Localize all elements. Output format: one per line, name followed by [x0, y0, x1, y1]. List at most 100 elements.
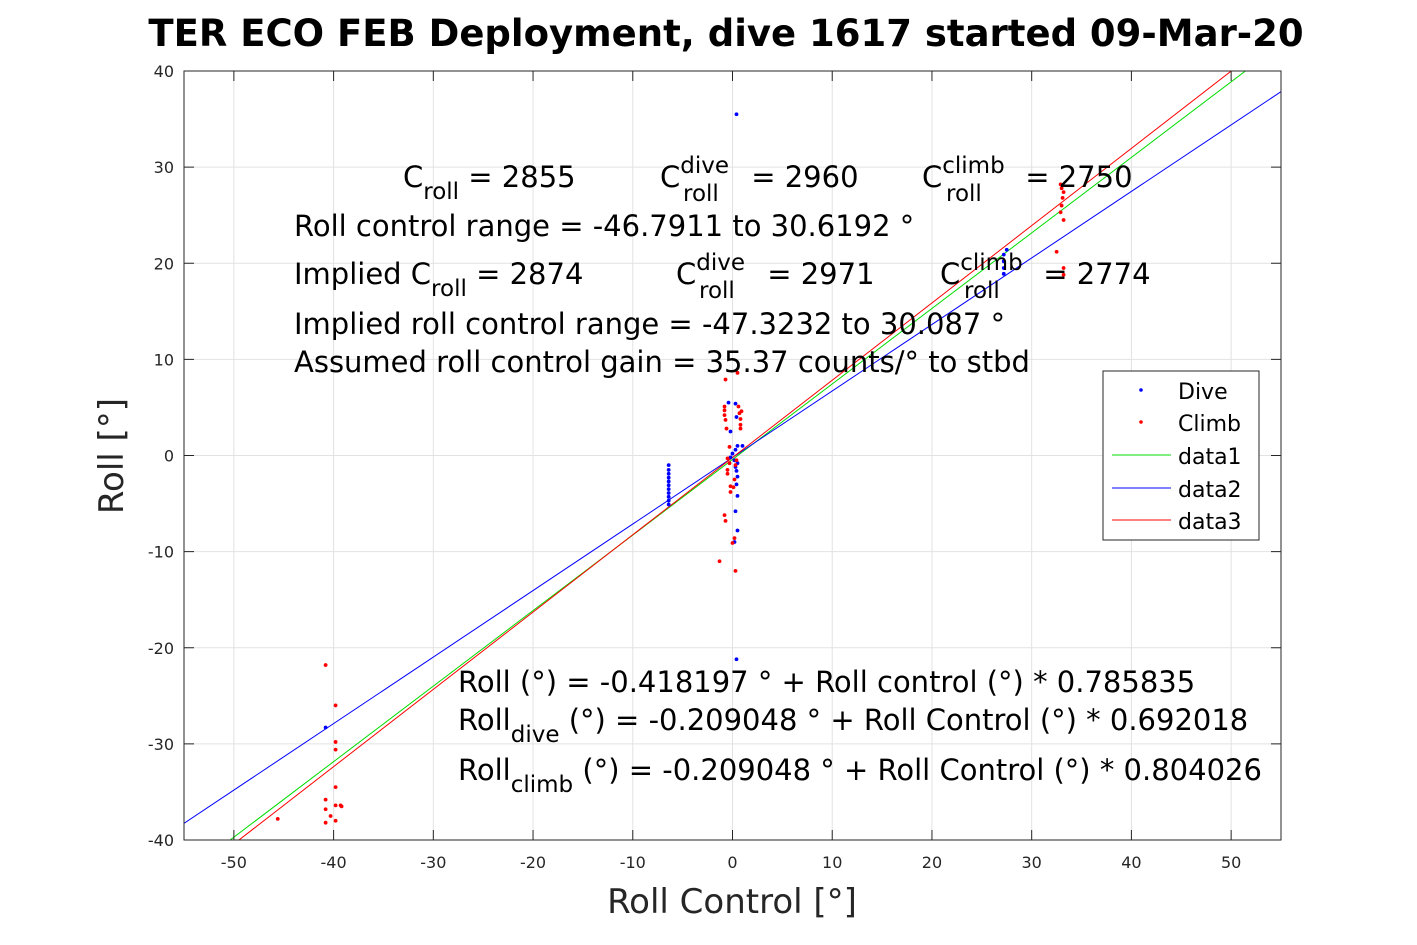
- legend-label-dive: Dive: [1178, 380, 1228, 405]
- roll-control-range-text: Roll control range = -46.7911 to 30.6192…: [294, 209, 914, 243]
- point-dive: [740, 443, 745, 448]
- y-tick-label: -40: [148, 831, 174, 850]
- point-climb: [723, 518, 728, 523]
- point-climb: [735, 370, 740, 375]
- point-dive: [666, 483, 671, 488]
- legend: Dive Climb data1 data2 data3: [1102, 370, 1260, 541]
- x-tick-label: 10: [822, 853, 842, 872]
- point-climb: [722, 408, 727, 413]
- point-dive: [1001, 252, 1006, 257]
- point-climb: [1054, 249, 1059, 254]
- implied-range-text: Implied roll control range = -47.3232 to…: [294, 307, 1005, 341]
- point-climb: [339, 804, 344, 809]
- point-climb: [732, 536, 737, 541]
- point-climb: [1060, 195, 1065, 200]
- c-roll-text: Croll = 2855: [403, 160, 576, 205]
- point-climb: [733, 568, 738, 573]
- x-tick-label: -20: [520, 853, 546, 872]
- x-tick-label: 40: [1121, 853, 1141, 872]
- fit-lines: [184, 71, 1281, 840]
- point-climb: [722, 413, 727, 418]
- coefficient-annotations: Croll = 2855 Cdive roll = 2960 Cclimb roll…: [294, 153, 1151, 379]
- point-climb: [723, 377, 728, 382]
- point-dive: [1001, 266, 1006, 270]
- point-dive: [734, 482, 739, 487]
- point-climb: [1061, 190, 1066, 195]
- point-climb: [717, 559, 722, 564]
- point-climb: [1061, 266, 1066, 270]
- point-climb: [738, 422, 743, 427]
- point-dive: [1004, 247, 1009, 252]
- y-tick-label: -30: [148, 735, 174, 754]
- point-dive: [666, 491, 671, 495]
- point-dive: [734, 415, 739, 419]
- point-dive: [323, 725, 328, 730]
- point-climb: [722, 404, 727, 409]
- point-dive: [726, 400, 731, 405]
- point-dive: [733, 509, 738, 514]
- point-dive: [735, 528, 740, 533]
- point-climb: [728, 484, 733, 489]
- x-tick-label: 0: [727, 853, 737, 872]
- fit-roll-dive-text: Rolldive (°) = -0.209048 ° + Roll Contro…: [458, 703, 1248, 748]
- point-climb: [1059, 186, 1064, 191]
- point-climb: [732, 477, 737, 482]
- point-dive: [666, 471, 671, 476]
- point-dive: [733, 447, 738, 452]
- legend-label-data2: data2: [1178, 478, 1242, 503]
- point-climb: [333, 785, 338, 790]
- legend-label-data3: data3: [1178, 510, 1242, 535]
- y-tick-label: 20: [154, 254, 174, 273]
- series-line-data3: [238, 71, 1233, 840]
- point-climb: [725, 468, 730, 472]
- point-climb: [1058, 182, 1063, 187]
- point-dive: [666, 494, 671, 499]
- point-dive: [666, 479, 671, 484]
- point-climb: [734, 458, 739, 463]
- point-climb: [1061, 218, 1066, 222]
- legend-marker-climb: [1139, 420, 1143, 424]
- point-dive: [735, 493, 740, 498]
- point-dive: [728, 429, 733, 434]
- implied-c-roll-text: Implied Croll = 2874: [294, 257, 583, 302]
- point-climb: [725, 456, 730, 461]
- point-dive: [733, 401, 738, 406]
- x-tick-label: 50: [1221, 853, 1241, 872]
- point-dive: [730, 451, 735, 456]
- point-climb: [333, 747, 338, 752]
- point-climb: [725, 471, 730, 476]
- x-tick-label: -10: [620, 853, 646, 872]
- point-climb: [333, 818, 338, 823]
- point-dive: [734, 657, 739, 662]
- point-dive: [666, 468, 671, 472]
- y-tick-label: -10: [148, 543, 174, 562]
- point-climb: [1058, 210, 1063, 215]
- point-dive: [734, 112, 739, 117]
- c-roll-climb-text: Cclimb roll = 2750: [922, 153, 1133, 207]
- point-climb: [730, 541, 735, 545]
- point-dive: [666, 487, 671, 492]
- fit-roll-text: Roll (°) = -0.418197 ° + Roll control (°…: [458, 665, 1195, 699]
- fit-annotations: Roll (°) = -0.418197 ° + Roll control (°…: [458, 665, 1262, 798]
- point-climb: [738, 417, 743, 421]
- point-climb: [1061, 272, 1066, 277]
- point-climb: [738, 426, 743, 431]
- point-climb: [328, 814, 333, 818]
- x-tick-label: -50: [221, 853, 247, 872]
- point-dive: [728, 455, 733, 460]
- point-dive: [666, 463, 671, 468]
- point-climb: [323, 663, 328, 667]
- point-climb: [275, 816, 280, 821]
- legend-label-data1: data1: [1178, 445, 1242, 470]
- control-gain-text: Assumed roll control gain = 35.37 counts…: [294, 345, 1030, 379]
- point-climb: [728, 490, 733, 494]
- point-climb: [733, 463, 738, 468]
- point-dive: [734, 468, 739, 473]
- point-climb: [1059, 203, 1064, 208]
- point-climb: [736, 404, 741, 409]
- point-climb: [739, 409, 744, 414]
- point-climb: [333, 740, 338, 744]
- x-tick-label: -40: [321, 853, 347, 872]
- point-climb: [727, 461, 732, 466]
